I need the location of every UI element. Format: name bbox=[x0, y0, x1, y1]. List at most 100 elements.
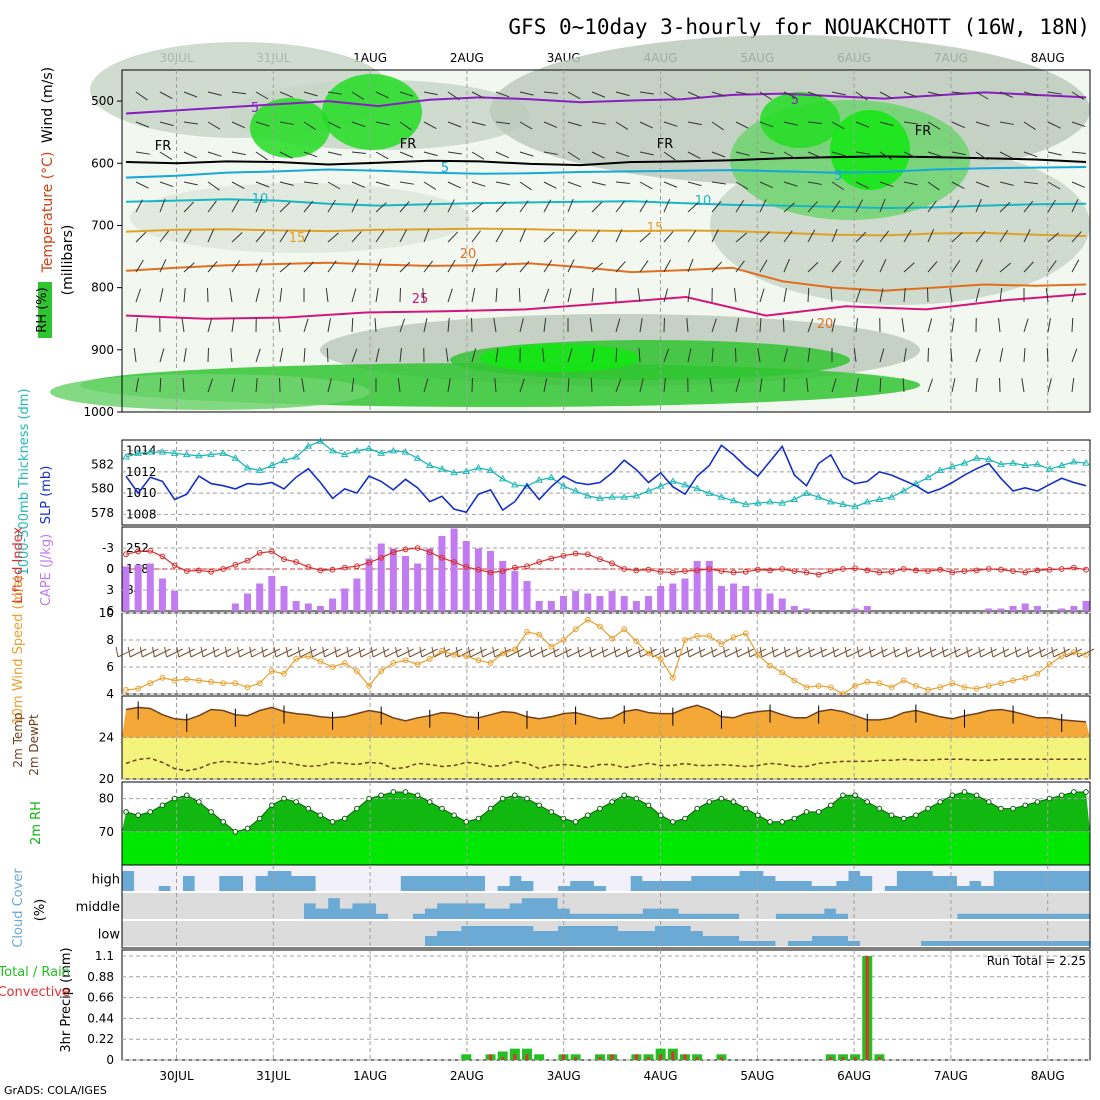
cape-bar bbox=[256, 583, 264, 611]
wind-barb-10m bbox=[579, 648, 596, 658]
li-point bbox=[706, 566, 713, 572]
cloud-clear-high bbox=[339, 866, 353, 891]
rh-point bbox=[876, 805, 883, 812]
cloud-clear-low bbox=[533, 921, 546, 931]
cloud-clear-middle bbox=[364, 893, 377, 904]
cape-bar bbox=[523, 581, 531, 611]
rh-point bbox=[366, 795, 372, 802]
rh-point bbox=[196, 799, 202, 805]
wind-barb-feather bbox=[905, 646, 909, 658]
rh-point bbox=[305, 805, 312, 812]
cloud-clear-high bbox=[569, 866, 583, 881]
li-point bbox=[135, 548, 142, 555]
wind-speed-point bbox=[694, 633, 701, 639]
cloud-level-label: high bbox=[92, 873, 120, 888]
wind-barb bbox=[351, 378, 355, 393]
li-point bbox=[718, 568, 725, 574]
wind-barb bbox=[255, 378, 258, 393]
cloud-clear-middle bbox=[908, 893, 922, 919]
wind-speed-point bbox=[706, 633, 713, 639]
y-tick-label: 10 bbox=[99, 606, 114, 620]
cloud-clear-low bbox=[618, 921, 631, 931]
li-point bbox=[1070, 564, 1077, 571]
wind-barb bbox=[399, 348, 402, 363]
cloud-clear-low bbox=[1065, 921, 1079, 941]
thickness-point bbox=[365, 444, 373, 451]
wind-barb bbox=[879, 181, 894, 188]
li-point bbox=[609, 560, 615, 567]
wind-speed-point bbox=[1034, 670, 1041, 677]
wind-barb bbox=[879, 230, 890, 243]
wind-speed-point bbox=[645, 650, 652, 657]
cloud-clear-low bbox=[291, 921, 304, 946]
wind-speed-point bbox=[852, 683, 859, 689]
wind-barb bbox=[207, 121, 221, 130]
wind-barb bbox=[543, 181, 557, 189]
cloud-clear-high bbox=[194, 866, 208, 891]
li-point bbox=[366, 559, 372, 566]
wind-barb-10m bbox=[968, 648, 985, 658]
cloud-clear-high bbox=[896, 866, 909, 871]
wind-barb bbox=[663, 199, 671, 213]
wind-barb bbox=[1046, 347, 1049, 363]
wind-barb-feather bbox=[115, 646, 119, 658]
cape-bar bbox=[377, 543, 385, 611]
wind-speed-point bbox=[900, 677, 907, 684]
wind-barb-10m bbox=[1029, 648, 1046, 658]
li-point bbox=[329, 566, 336, 573]
cape-bar bbox=[669, 583, 677, 611]
wind-speed-point bbox=[305, 653, 312, 660]
cloud-clear-high bbox=[787, 866, 801, 881]
thickness-point bbox=[450, 468, 458, 476]
wind-barb bbox=[711, 91, 726, 97]
wind10m-frame bbox=[121, 612, 1091, 695]
wind-barb bbox=[855, 231, 867, 243]
cloud-clear-low bbox=[194, 921, 208, 946]
rh-point bbox=[645, 802, 652, 809]
wind-barb bbox=[855, 378, 859, 393]
cape-bar bbox=[717, 586, 725, 611]
wind-barb bbox=[1047, 181, 1061, 190]
li-point bbox=[852, 565, 859, 572]
wind-barb bbox=[759, 231, 770, 243]
li-point bbox=[584, 551, 591, 558]
wind-barb-10m bbox=[737, 648, 754, 658]
li-point bbox=[682, 568, 688, 574]
date-tick-label: 2AUG bbox=[450, 51, 484, 65]
wind-barb-feather bbox=[881, 646, 885, 658]
cloud-clear-low bbox=[920, 921, 934, 941]
y-tick-label: 0.66 bbox=[87, 991, 114, 1005]
wind-barb bbox=[927, 229, 935, 243]
wind-barb-10m bbox=[506, 648, 524, 658]
precip-total-bar bbox=[692, 1054, 703, 1060]
li-point bbox=[900, 566, 907, 572]
precip-total-bar bbox=[850, 1054, 861, 1060]
y-tick-label: 0.44 bbox=[87, 1011, 114, 1025]
wind-barb bbox=[495, 201, 506, 213]
precip-total-bar bbox=[716, 1054, 727, 1060]
cloud-clear-low bbox=[388, 921, 401, 946]
wind-barb bbox=[255, 198, 262, 213]
wind-barb bbox=[903, 151, 917, 159]
wind-barb-feather bbox=[552, 646, 556, 658]
rh-point bbox=[767, 819, 773, 825]
wind-barb-feather bbox=[1075, 646, 1079, 658]
wind-barb bbox=[855, 288, 862, 303]
li-point bbox=[244, 557, 251, 564]
wind-barb bbox=[975, 378, 978, 393]
rh-point bbox=[597, 805, 603, 812]
wind-speed-line bbox=[125, 619, 1087, 695]
cloud-clear-low bbox=[956, 921, 970, 941]
wind-barb-feather bbox=[917, 646, 921, 658]
wind-barb bbox=[495, 151, 509, 159]
slp-line bbox=[125, 444, 1087, 514]
li-point bbox=[232, 561, 239, 568]
cape-bar bbox=[474, 548, 482, 611]
wind-barb bbox=[663, 231, 674, 243]
cloud-clear-high bbox=[388, 866, 401, 891]
thickness-point bbox=[608, 493, 616, 500]
cloud-clear-high bbox=[1029, 866, 1043, 871]
wind-barb bbox=[927, 318, 933, 333]
wind-barb-feather bbox=[1039, 646, 1043, 658]
wind-barb-10m bbox=[980, 648, 998, 658]
